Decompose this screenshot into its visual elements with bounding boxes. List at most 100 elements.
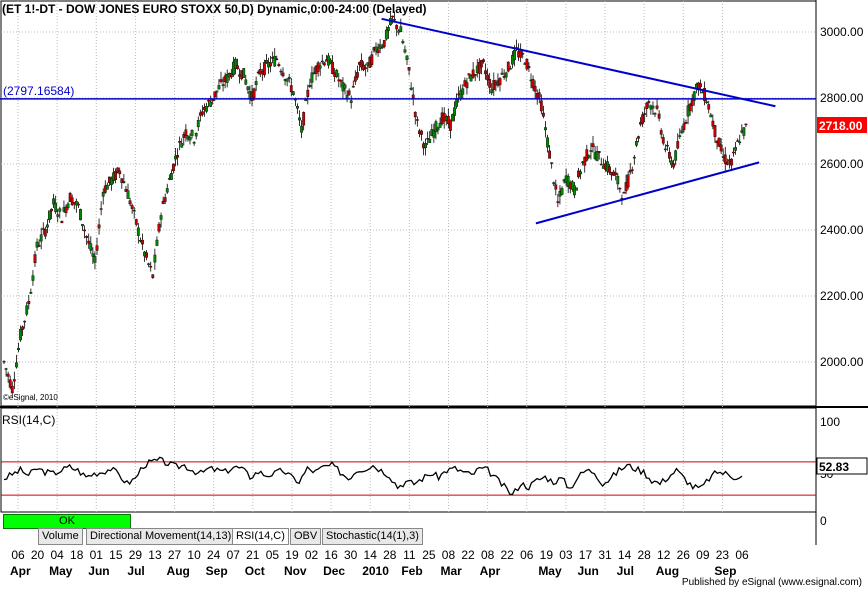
candle-body xyxy=(180,143,184,148)
candle-body xyxy=(118,170,122,175)
candle-body xyxy=(329,59,332,64)
x-day-tick-label: 02 xyxy=(305,548,319,562)
candle-body xyxy=(236,65,239,70)
rsi-value-badge xyxy=(816,457,868,475)
candle-body xyxy=(281,72,285,77)
candle-body xyxy=(477,61,481,74)
candle-body xyxy=(705,101,709,104)
y-tick-label: 3000.00 xyxy=(820,25,864,39)
candle-body xyxy=(120,178,124,183)
x-day-tick-label: 15 xyxy=(109,548,123,562)
x-month-tick-label: Jun xyxy=(577,564,598,578)
x-month-tick-label: Apr xyxy=(480,564,501,578)
candle-body xyxy=(151,274,155,278)
candle-body xyxy=(93,256,97,263)
x-month-tick-label: Jul xyxy=(127,564,144,578)
candle-body xyxy=(488,79,492,88)
candle-body xyxy=(215,90,219,93)
candle-body xyxy=(68,192,72,202)
candle-body xyxy=(4,368,8,370)
candle-body xyxy=(83,229,87,232)
candle-body xyxy=(657,113,661,119)
candle-body xyxy=(116,167,120,173)
y-tick-label: 2400.00 xyxy=(820,223,864,237)
trendlines xyxy=(381,17,776,225)
candle-body xyxy=(310,72,314,83)
x-day-tick-label: 06 xyxy=(735,548,749,562)
candle-body xyxy=(709,114,713,118)
candle-body xyxy=(630,169,634,171)
x-month-tick-label: Jun xyxy=(88,564,109,578)
candle-body xyxy=(692,91,696,101)
candle-body xyxy=(723,154,727,164)
candle-body xyxy=(277,64,281,67)
candle-body xyxy=(380,46,384,49)
x-day-tick-label: 22 xyxy=(461,548,475,562)
candle-body xyxy=(339,79,343,82)
candle-body xyxy=(670,160,673,166)
x-month-tick-label: Nov xyxy=(284,564,307,578)
candle-body xyxy=(618,187,622,190)
candle-body xyxy=(521,53,525,55)
candle-body xyxy=(163,197,167,202)
candle-body xyxy=(219,79,223,82)
candle-body xyxy=(566,175,570,187)
candle-body xyxy=(587,155,591,158)
candle-body xyxy=(405,55,409,61)
candle-body xyxy=(291,91,295,95)
candle-body xyxy=(473,74,477,76)
x-day-tick-label: 20 xyxy=(31,548,45,562)
candle-body xyxy=(21,326,24,330)
candle-body xyxy=(252,88,256,99)
candle-body xyxy=(486,74,489,81)
x-day-tick-label: 05 xyxy=(266,548,280,562)
candle-body xyxy=(343,84,347,89)
candle-body xyxy=(302,112,306,126)
candle-body xyxy=(595,151,599,161)
candle-body xyxy=(58,208,62,212)
candle-body xyxy=(407,67,411,71)
candle-body xyxy=(37,245,41,247)
candle-body xyxy=(66,203,70,208)
candle-body xyxy=(434,121,438,133)
candle-body xyxy=(504,72,508,78)
tab-rsi[interactable]: RSI(14,C) xyxy=(232,528,289,545)
candle-body xyxy=(196,120,200,128)
candle-body xyxy=(165,188,169,193)
candle-body xyxy=(413,111,417,118)
candle-body xyxy=(579,171,583,175)
candle-body xyxy=(626,174,630,188)
x-day-tick-label: 08 xyxy=(442,548,456,562)
candle-body xyxy=(426,138,430,140)
candle-body xyxy=(732,151,735,154)
tab-volume[interactable]: Volume xyxy=(38,528,83,545)
candle-body xyxy=(331,61,334,75)
x-day-tick-label: 22 xyxy=(501,548,515,562)
candle-body xyxy=(589,150,593,152)
candle-body xyxy=(190,129,194,136)
candle-body xyxy=(335,69,339,77)
x-month-tick-label: May xyxy=(49,564,73,578)
candle-body xyxy=(217,85,221,90)
candle-body xyxy=(533,86,537,92)
candle-body xyxy=(550,162,554,164)
candle-body xyxy=(678,135,682,137)
candle-body xyxy=(395,24,399,30)
candle-body xyxy=(351,85,355,88)
candle-body xyxy=(451,114,454,122)
candle-body xyxy=(29,292,33,294)
x-day-tick-label: 06 xyxy=(11,548,25,562)
tab-stochastic[interactable]: Stochastic(14(1),3) xyxy=(322,528,423,545)
candle-body xyxy=(141,239,144,245)
candle-body xyxy=(432,129,436,138)
candle-body xyxy=(17,347,20,351)
x-day-tick-label: 13 xyxy=(148,548,162,562)
x-day-tick-label: 17 xyxy=(579,548,593,562)
tab-obv[interactable]: OBV xyxy=(290,528,322,545)
y-axis-labels: 3000.00 2800.00 2600.00 2400.00 2200.00 … xyxy=(820,25,864,528)
x-day-tick-label: 31 xyxy=(598,548,612,562)
candle-body xyxy=(484,70,487,75)
tab-directional-movement[interactable]: Directional Movement(14,13) xyxy=(86,528,236,545)
tab-label: OBV xyxy=(294,530,318,542)
